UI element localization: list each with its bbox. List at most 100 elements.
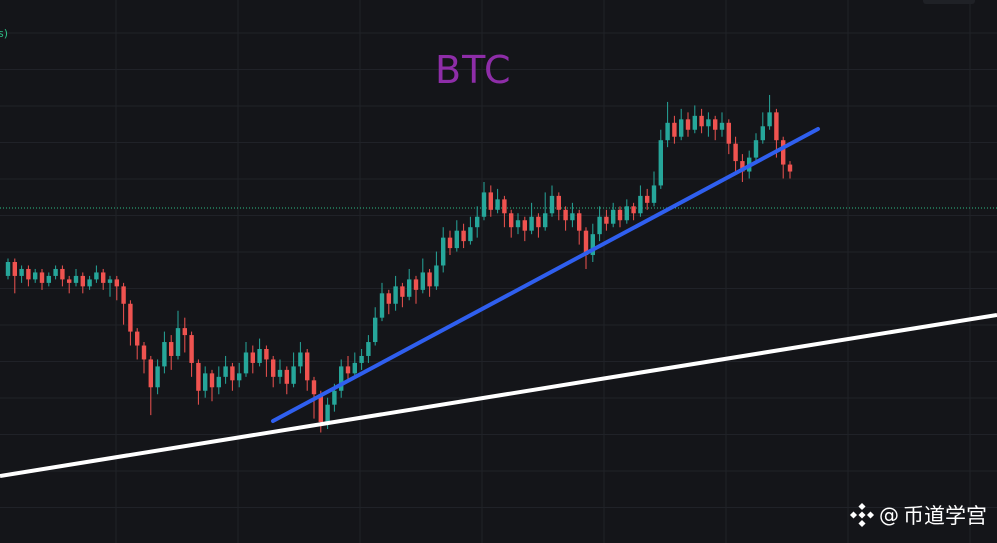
candle-body <box>611 209 616 224</box>
candle-body <box>148 359 153 388</box>
candle-body <box>175 328 181 356</box>
candle-body <box>237 373 242 381</box>
candle-body <box>563 209 568 221</box>
candle-body <box>305 352 310 381</box>
candle-body <box>726 122 731 144</box>
candle-body <box>672 122 677 137</box>
candle-body <box>454 230 459 249</box>
candle-body <box>441 237 446 266</box>
candle-body <box>169 342 174 356</box>
candle-body <box>434 265 439 287</box>
candle-body <box>19 268 24 276</box>
candle-body <box>413 279 419 290</box>
candle-body <box>447 237 453 249</box>
binance-diamond-icon <box>849 502 875 528</box>
candle-body <box>223 366 228 377</box>
candle-body <box>427 272 432 287</box>
candle-body <box>373 317 378 343</box>
candle-body <box>250 352 255 363</box>
candle-body <box>733 143 738 162</box>
candle-body <box>481 192 487 217</box>
candle-body <box>345 366 351 374</box>
candle-body <box>597 216 602 235</box>
candle-body <box>679 119 684 137</box>
candle-body <box>740 161 745 172</box>
candle-body <box>692 115 697 130</box>
candle-body <box>393 286 398 304</box>
candle-body <box>624 206 629 221</box>
candle-body <box>719 122 725 130</box>
candle-body <box>26 268 31 280</box>
candle-body <box>420 272 425 290</box>
candle-body <box>216 376 221 388</box>
candle-body <box>182 328 187 336</box>
candle-body <box>264 349 269 360</box>
candle-body <box>332 390 337 405</box>
candle-body <box>509 213 514 228</box>
candle-body <box>162 342 167 367</box>
candle-body <box>230 366 235 381</box>
candle-body <box>774 112 779 141</box>
candle-body <box>543 213 548 228</box>
candle-body <box>379 293 385 318</box>
candle-body <box>271 359 276 377</box>
candle-body <box>495 199 500 210</box>
candle-body <box>787 164 793 172</box>
candle-body <box>257 349 262 363</box>
candle-body <box>114 279 119 287</box>
candle-body <box>318 394 323 423</box>
candle-body <box>87 279 92 287</box>
candle-body <box>515 220 521 228</box>
candle-body <box>359 355 364 363</box>
candle-body <box>665 122 670 141</box>
chart-title: BTC <box>435 48 512 92</box>
candle-body <box>291 366 296 384</box>
candle-body <box>128 303 133 332</box>
candle-body <box>107 279 113 283</box>
candle-body <box>781 140 786 165</box>
trendlines <box>0 127 997 478</box>
candle-body <box>155 366 160 388</box>
candle-body <box>651 185 657 203</box>
candlestick-series <box>5 94 793 433</box>
candle-body <box>577 213 582 231</box>
candle-body <box>638 195 643 214</box>
candle-body <box>80 275 85 287</box>
candle-body <box>760 126 765 141</box>
candle-body <box>617 209 623 221</box>
candle-body <box>583 230 589 256</box>
candle-body <box>475 216 480 228</box>
candle-body <box>243 352 249 374</box>
candle-body <box>277 369 283 377</box>
candle-body <box>556 195 561 210</box>
candle-body <box>39 272 45 283</box>
candle-body <box>196 362 201 391</box>
indicator-label-fragment: s) <box>0 27 9 40</box>
candle-body <box>325 404 330 423</box>
candle-body <box>189 335 194 363</box>
candle-body <box>298 352 303 367</box>
candle-body <box>46 275 51 283</box>
candle-body <box>135 331 140 346</box>
candle-body <box>529 216 534 231</box>
candle-body <box>366 342 371 356</box>
candle-body <box>12 262 17 276</box>
candle-body <box>400 286 405 297</box>
candle-body <box>209 373 215 388</box>
watermark-at: @ <box>879 503 899 527</box>
candle-body <box>53 268 58 276</box>
candle-body <box>141 345 147 360</box>
candle-body <box>339 366 344 391</box>
candle-body <box>284 369 289 384</box>
candle-body <box>33 272 38 280</box>
candle-body <box>706 119 711 127</box>
toolbar-button[interactable] <box>923 0 975 4</box>
candle-body <box>631 206 636 214</box>
trendline-white <box>0 313 997 478</box>
candle-body <box>94 272 99 280</box>
candle-body <box>101 272 106 283</box>
candle-body <box>121 286 126 304</box>
candle-body <box>468 227 473 242</box>
